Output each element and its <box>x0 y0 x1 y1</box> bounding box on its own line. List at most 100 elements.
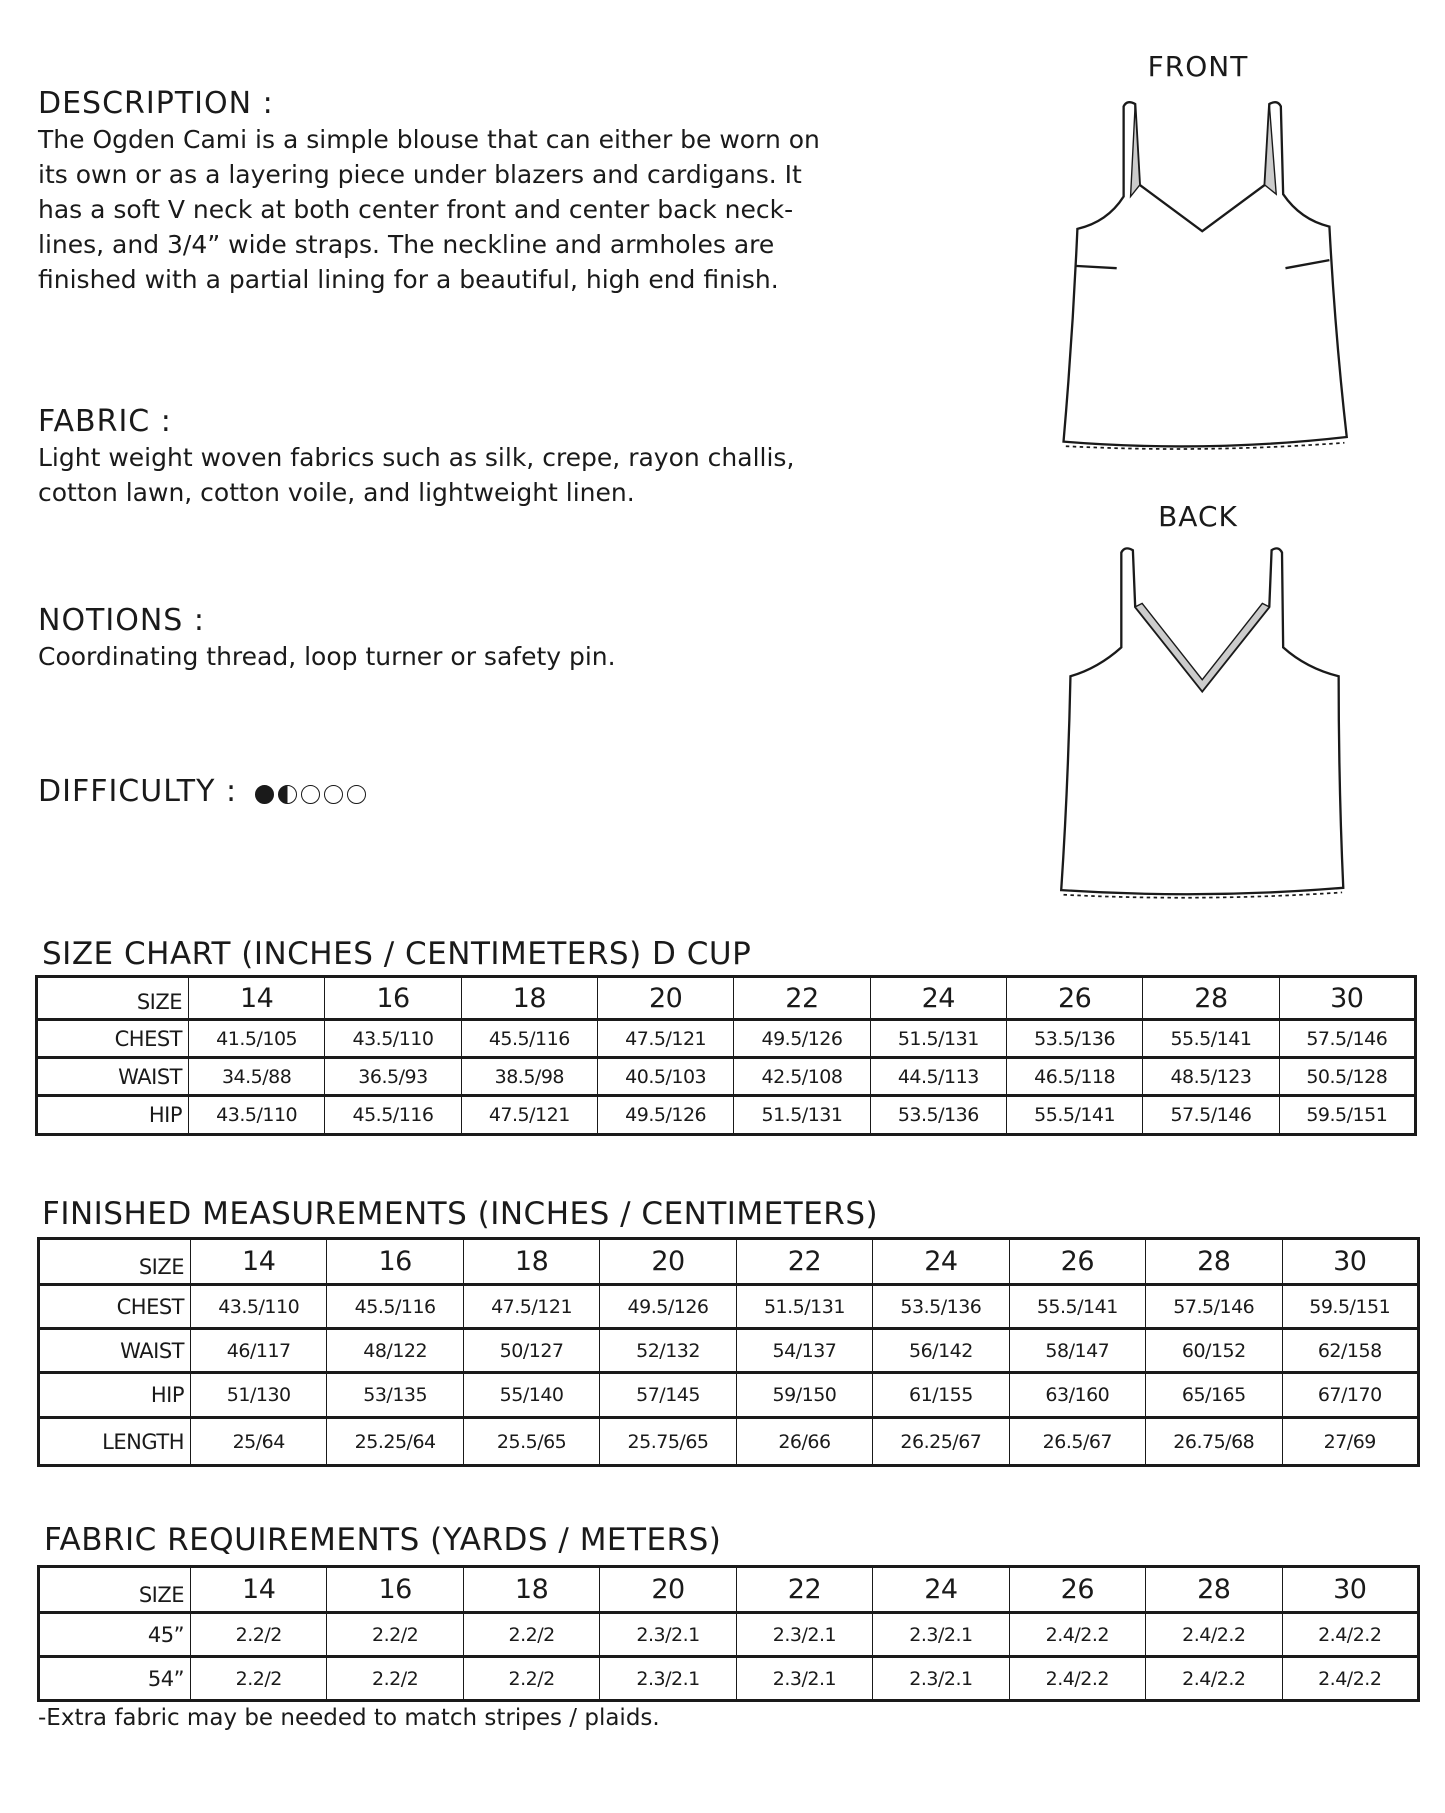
table-cell: 36.5/93 <box>324 1057 462 1096</box>
table-cell: 2.4/2.2 <box>1281 1656 1419 1701</box>
row-label: CHEST <box>36 1019 189 1058</box>
size-header-cell: 18 <box>462 1566 601 1613</box>
size-header-cell: 30 <box>1281 1566 1419 1613</box>
table-cell: 25.25/64 <box>326 1417 464 1466</box>
table-cell: 2.4/2.2 <box>1145 1656 1283 1701</box>
table-cell: 57/145 <box>599 1372 737 1418</box>
size-header-cell: 26 <box>1008 1238 1147 1285</box>
fabric-heading: FABRIC : <box>38 404 172 439</box>
size-header-cell: 24 <box>869 976 1007 1020</box>
table-cell: 42.5/108 <box>733 1057 871 1096</box>
size-header-cell: 28 <box>1142 976 1280 1020</box>
header-row: SIZE 14 16 18 20 22 24 26 28 30 <box>38 1238 1419 1285</box>
notions-line: Coordinating thread, loop turner or safe… <box>38 642 616 671</box>
row-label: HIP <box>36 1095 189 1135</box>
size-header-cell: 26 <box>1005 976 1144 1020</box>
front-label: FRONT <box>1147 50 1249 83</box>
description-line: has a soft V neck at both center front a… <box>38 195 794 224</box>
table-cell: 51/130 <box>189 1372 328 1418</box>
table-cell: 44.5/113 <box>869 1057 1007 1096</box>
table-cell: 59.5/151 <box>1281 1284 1419 1329</box>
table-cell: 2.2/2 <box>189 1612 328 1657</box>
table-cell: 47.5/121 <box>596 1019 735 1058</box>
table-cell: 38.5/98 <box>460 1057 598 1096</box>
description-line: lines, and 3/4” wide straps. The necklin… <box>38 230 775 259</box>
table-cell: 55/140 <box>462 1372 601 1418</box>
table-cell: 55.5/141 <box>1005 1095 1144 1135</box>
table-cell: 2.3/2.1 <box>735 1612 874 1657</box>
difficulty-dot <box>324 784 344 804</box>
difficulty-dot <box>255 784 275 804</box>
table-cell: 54/137 <box>735 1328 874 1373</box>
table-cell: 34.5/88 <box>187 1057 326 1096</box>
description-heading: DESCRIPTION : <box>38 86 274 121</box>
size-header-cell: 28 <box>1145 1566 1283 1613</box>
size-header-cell: 24 <box>872 1566 1010 1613</box>
row-label: SIZE <box>38 1238 191 1285</box>
size-header-cell: 16 <box>326 1566 464 1613</box>
table-cell: 67/170 <box>1281 1372 1419 1418</box>
table-cell: 43.5/110 <box>324 1019 462 1058</box>
table-cell: 2.2/2 <box>462 1656 601 1701</box>
table-cell: 2.2/2 <box>462 1612 601 1657</box>
table-cell: 47.5/121 <box>460 1095 598 1135</box>
description-line: The Ogden Cami is a simple blouse that c… <box>38 125 820 154</box>
row-label: 54” <box>38 1656 191 1701</box>
size-header-cell: 18 <box>462 1238 601 1285</box>
table-cell: 49.5/126 <box>596 1095 735 1135</box>
table-cell: 2.4/2.2 <box>1008 1656 1147 1701</box>
difficulty-dot <box>301 784 321 804</box>
size-chart-table: SIZE 14 16 18 20 22 24 26 28 30 CHEST 41.5/105 43.5/… <box>35 975 1417 1136</box>
table-row: CHEST 43.5/110 45.5/116 47.5/121 49.5/126 51.… <box>38 1284 1419 1329</box>
table-cell: 57.5/146 <box>1142 1095 1280 1135</box>
table-cell: 55.5/141 <box>1008 1284 1147 1329</box>
table-cell: 26/66 <box>735 1417 874 1466</box>
table-cell: 2.4/2.2 <box>1281 1612 1419 1657</box>
table-cell: 45.5/116 <box>460 1019 598 1058</box>
garment-illustrations <box>1059 101 1349 899</box>
table-cell: 50.5/128 <box>1278 1057 1417 1096</box>
finished-measurements-table: SIZE 14 16 18 20 22 24 26 28 30 CHEST 43.5/110 45.5/… <box>37 1237 1420 1467</box>
table-cell: 49.5/126 <box>599 1284 737 1329</box>
size-header-cell: 30 <box>1278 976 1417 1020</box>
size-header-cell: 14 <box>189 1566 328 1613</box>
table-cell: 65/165 <box>1145 1372 1283 1418</box>
table-cell: 50/127 <box>462 1328 601 1373</box>
table-cell: 2.3/2.1 <box>599 1612 737 1657</box>
table-cell: 53.5/136 <box>1005 1019 1144 1058</box>
back-garment-illustration <box>1059 547 1345 899</box>
size-header-cell: 16 <box>324 976 462 1020</box>
table-cell: 51.5/131 <box>733 1095 871 1135</box>
table-cell: 2.3/2.1 <box>735 1656 874 1701</box>
row-label: SIZE <box>36 976 189 1020</box>
table-cell: 2.2/2 <box>326 1612 464 1657</box>
table-cell: 49.5/126 <box>733 1019 871 1058</box>
table-cell: 43.5/110 <box>189 1284 328 1329</box>
table-cell: 2.4/2.2 <box>1145 1612 1283 1657</box>
size-header-cell: 24 <box>872 1238 1010 1285</box>
table-cell: 26.75/68 <box>1145 1417 1283 1466</box>
size-header-cell: 30 <box>1281 1238 1419 1285</box>
row-label: 45” <box>38 1612 191 1657</box>
fabric-line: Light weight woven fabrics such as silk,… <box>38 443 795 472</box>
table-cell: 2.2/2 <box>189 1656 328 1701</box>
difficulty-dot <box>278 784 298 804</box>
size-header-cell: 22 <box>735 1566 874 1613</box>
table-cell: 27/69 <box>1281 1417 1419 1466</box>
table-row: 54” 2.2/2 2.2/2 2.2/2 2.3/2.1 2.3/2.1 2.3/2.1 2… <box>38 1656 1419 1701</box>
notions-section: NOTIONS : Coordinating thread, loop turn… <box>38 603 938 674</box>
table-cell: 2.4/2.2 <box>1008 1612 1147 1657</box>
table-cell: 53.5/136 <box>872 1284 1010 1329</box>
fabric-line: cotton lawn, cotton voile, and lightweig… <box>38 478 635 507</box>
table-cell: 53/135 <box>326 1372 464 1418</box>
table-cell: 46.5/118 <box>1005 1057 1144 1096</box>
size-header-cell: 18 <box>460 976 598 1020</box>
table-cell: 51.5/131 <box>735 1284 874 1329</box>
table-cell: 57.5/146 <box>1145 1284 1283 1329</box>
table-cell: 51.5/131 <box>869 1019 1007 1058</box>
description-line: finished with a partial lining for a bea… <box>38 265 779 294</box>
table-cell: 59.5/151 <box>1278 1095 1417 1135</box>
row-label: WAIST <box>38 1328 191 1373</box>
difficulty-rating: DIFFICULTY : <box>38 774 367 810</box>
table-row: LENGTH 25/64 25.25/64 25.5/65 25.75/65 26/66 2… <box>38 1417 1419 1466</box>
